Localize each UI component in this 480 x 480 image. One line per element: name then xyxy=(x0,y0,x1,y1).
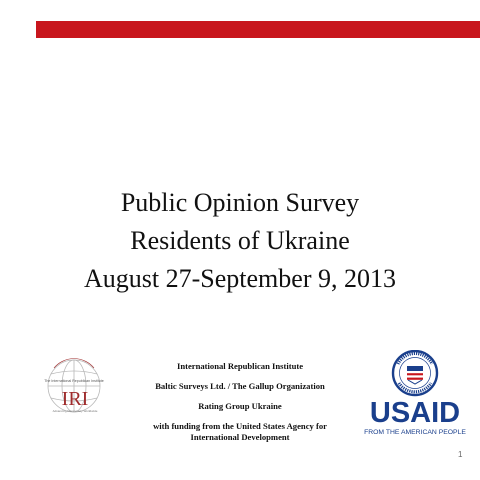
usaid-tagline: FROM THE AMERICAN PEOPLE xyxy=(364,429,466,436)
credit-line-1: International Republican Institute xyxy=(176,361,304,371)
header-accent-bar xyxy=(36,21,480,38)
usaid-wordmark: USAID xyxy=(369,397,461,429)
slide-title: Public Opinion Survey Residents of Ukrai… xyxy=(40,184,440,298)
iri-logo-text: IRI xyxy=(62,388,89,410)
title-line-1: Public Opinion Survey xyxy=(120,188,360,217)
iri-arc-text: The International Republican Institute xyxy=(44,379,104,383)
credit-line-5: International Development xyxy=(190,432,290,442)
title-line-3: August 27-September 9, 2013 xyxy=(84,264,396,293)
iri-tagline: Advancing Democracy Worldwide xyxy=(53,409,98,413)
usaid-seal-icon xyxy=(391,349,439,397)
iri-globe-logo-icon: The International Republican Institute I… xyxy=(44,358,104,413)
credits-block: International Republican Institute Balti… xyxy=(130,361,350,443)
page-number: 1 xyxy=(458,450,463,459)
credit-line-3: Rating Group Ukraine xyxy=(198,401,282,411)
credit-line-4: with funding from the United States Agen… xyxy=(153,421,327,431)
usaid-logo: USAID FROM THE AMERICAN PEOPLE xyxy=(362,349,468,442)
title-line-2: Residents of Ukraine xyxy=(130,226,350,255)
credit-line-2: Baltic Surveys Ltd. / The Gallup Organiz… xyxy=(155,381,325,391)
